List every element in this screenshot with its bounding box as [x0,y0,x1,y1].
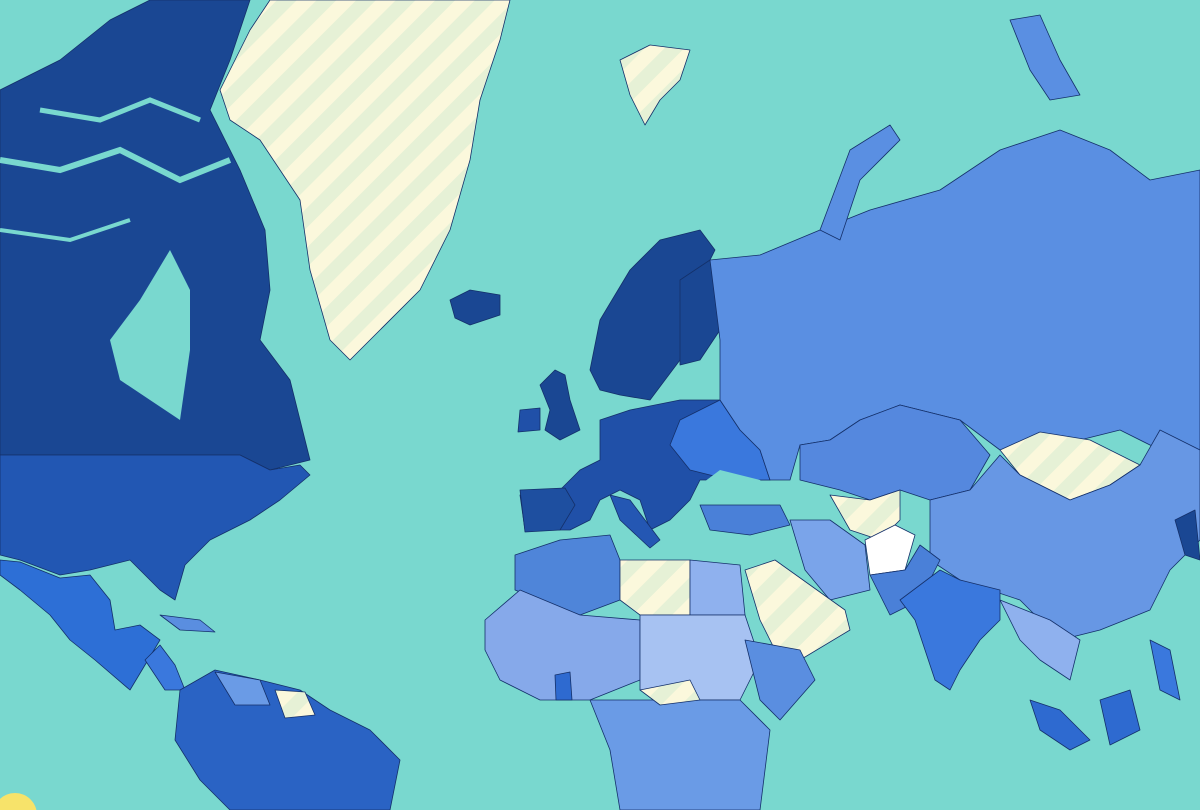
black-sea [700,470,780,505]
arctic-channels [0,218,131,243]
south-america [174,669,401,810]
japan-korea [1174,509,1200,561]
guianas [274,689,316,719]
egypt [689,559,746,616]
southeast-asia [999,599,1081,681]
caribbean [159,614,216,633]
greenland [219,0,511,361]
turkey [699,504,791,536]
pakistan [869,544,941,616]
arctic-channels [39,97,201,123]
arabia [744,559,851,661]
uk [539,369,581,441]
arctic-channels [0,146,232,184]
north-america [0,0,311,691]
europe [517,229,791,549]
africa [484,534,816,810]
finland [679,259,721,366]
central-america [144,644,186,691]
svalbard [619,44,691,126]
southern-africa [589,699,771,810]
usa [0,454,311,601]
iran [789,519,871,601]
horn-of-africa [744,639,816,721]
novaya-zemlya [819,124,901,241]
arctic-islands [1009,14,1081,101]
ghana [554,671,573,701]
corner-marker [0,793,37,810]
iceland [449,289,501,326]
hudson-bay [110,250,190,420]
ireland [517,407,541,433]
libya [619,559,691,616]
borneo [1099,689,1141,746]
indonesia [1029,699,1091,751]
asia [709,14,1200,751]
central-asia [829,489,901,541]
afghanistan [864,524,916,576]
venezuela [214,671,271,706]
philippines [1149,639,1181,701]
equatorial-region [639,679,701,706]
italy [609,494,661,549]
west-africa [484,589,641,701]
iberia [519,487,576,533]
india [899,569,1001,691]
